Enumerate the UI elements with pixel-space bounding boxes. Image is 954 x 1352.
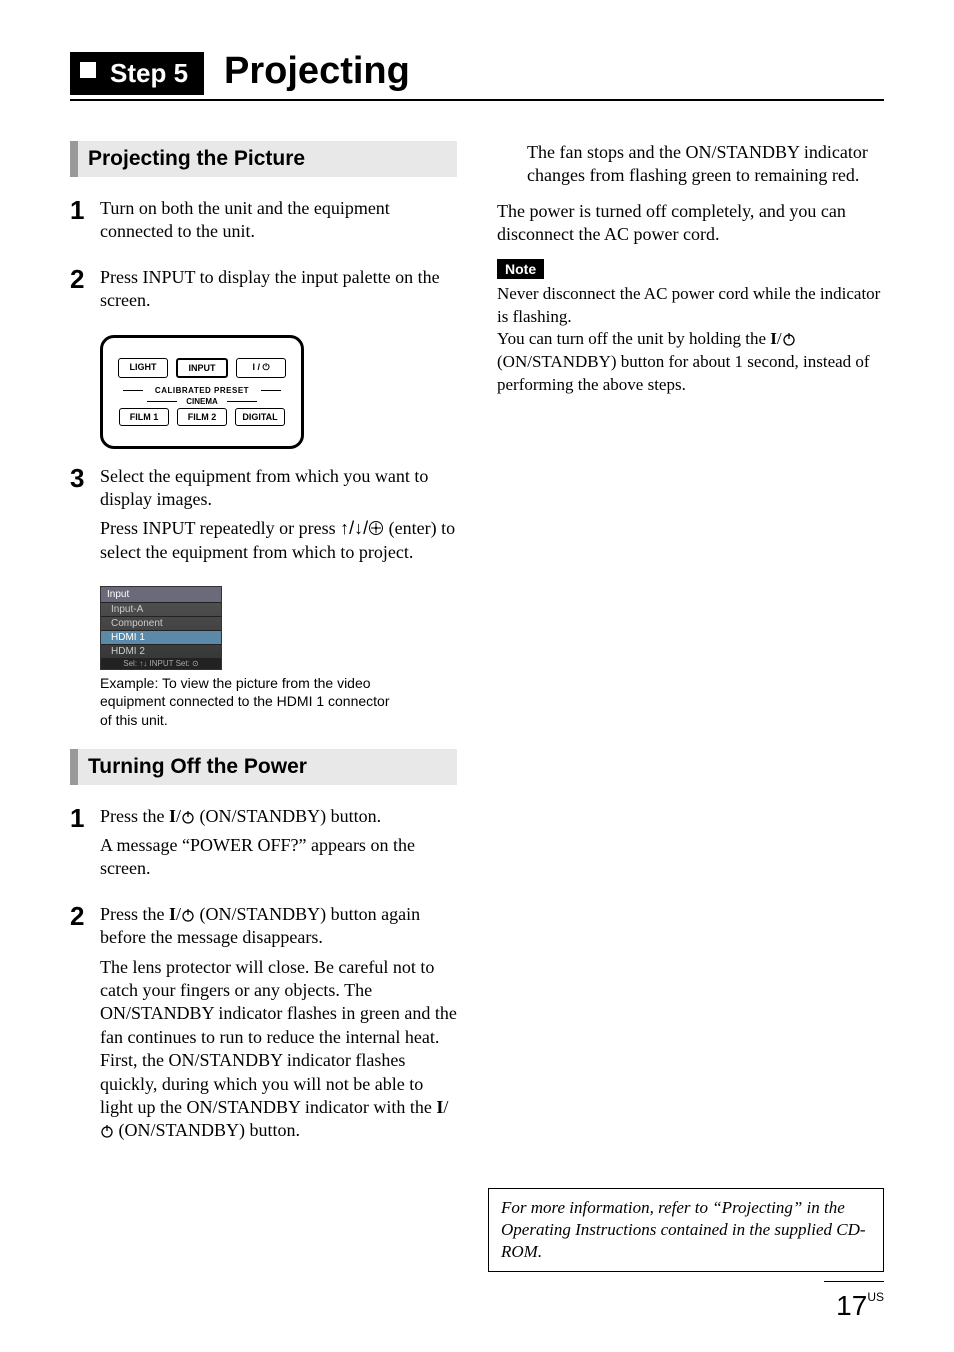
step-number: 1 — [70, 197, 100, 250]
text: The lens protector will close. Be carefu… — [100, 957, 457, 1117]
step-lead: Select the equipment from which you want… — [100, 465, 457, 512]
power-symbol: I/ — [169, 806, 195, 826]
step-body: Press INPUT to display the input palette… — [100, 266, 457, 319]
step-item: 2 Press INPUT to display the input palet… — [70, 266, 457, 319]
para: The power is turned off completely, and … — [497, 200, 884, 247]
continuation-para: The fan stops and the ON/STANDBY indicat… — [527, 141, 884, 188]
text: Press INPUT repeatedly or press — [100, 518, 340, 538]
right-column: The fan stops and the ON/STANDBY indicat… — [497, 141, 884, 1165]
standby-icon — [181, 908, 195, 922]
step-lead: Press the I/ (ON/STANDBY) button. — [100, 805, 457, 828]
step-number: 3 — [70, 465, 100, 571]
step-item: 1 Press the I/ (ON/STANDBY) button. A me… — [70, 805, 457, 887]
page-number: 17US — [836, 1290, 884, 1322]
remote-button-input: INPUT — [176, 358, 228, 378]
text: Press the — [100, 806, 169, 826]
remote-button-light: LIGHT — [118, 358, 168, 378]
text: (ON/STANDBY) button. — [114, 1120, 300, 1140]
step-item: 3 Select the equipment from which you wa… — [70, 465, 457, 571]
step-lead: Press INPUT to display the input palette… — [100, 266, 457, 313]
remote-button-digital: DIGITAL — [235, 408, 285, 426]
text: (ON/STANDBY) button. — [195, 806, 381, 826]
remote-diagram: LIGHT INPUT I / ⏻ CALIBRATED PRESET CINE… — [100, 335, 304, 449]
page: Step 5 Projecting Projecting the Picture… — [0, 0, 954, 1352]
text: You can turn off the unit by holding the — [497, 329, 770, 348]
input-menu-row: Input-A — [101, 602, 221, 616]
page-rule — [824, 1281, 884, 1282]
step-cont: A message “POWER OFF?” appears on the sc… — [100, 834, 457, 881]
input-menu-footer: Sel: ↑↓ INPUT Set: ⊙ — [101, 658, 221, 669]
cinema-label: CINEMA — [117, 397, 287, 406]
content-columns: Projecting the Picture 1 Turn on both th… — [70, 141, 884, 1165]
remote-button-film2: FILM 2 — [177, 408, 227, 426]
step-body: Select the equipment from which you want… — [100, 465, 457, 571]
remote-row: LIGHT INPUT I / ⏻ — [117, 358, 287, 378]
page-title: Projecting — [224, 50, 410, 95]
text: (ON/STANDBY) button for about 1 second, … — [497, 352, 870, 394]
preset-label: CALIBRATED PRESET — [117, 386, 287, 395]
remote-button-power: I / ⏻ — [236, 358, 286, 378]
step-lead: Press the I/ (ON/STANDBY) button again b… — [100, 903, 457, 950]
power-symbol: I/ — [770, 329, 795, 348]
step-cont: Press INPUT repeatedly or press ↑/↓/ (en… — [100, 517, 457, 564]
diagram-caption: Example: To view the picture from the vi… — [100, 674, 400, 729]
power-symbol: I/ — [169, 904, 195, 924]
step-header: Step 5 Projecting — [70, 50, 884, 101]
remote-row: FILM 1 FILM 2 DIGITAL — [117, 408, 287, 426]
page-number-suffix: US — [867, 1290, 884, 1304]
left-column: Projecting the Picture 1 Turn on both th… — [70, 141, 457, 1165]
input-menu-row: HDMI 2 — [101, 644, 221, 658]
input-menu-diagram: Input Input-A Component HDMI 1 HDMI 2 Se… — [100, 586, 222, 670]
step-cont: The lens protector will close. Be carefu… — [100, 956, 457, 1143]
text: Press the — [100, 904, 169, 924]
step-item: 2 Press the I/ (ON/STANDBY) button again… — [70, 903, 457, 1149]
info-box: For more information, refer to “Projecti… — [488, 1188, 884, 1272]
step-body: Turn on both the unit and the equipment … — [100, 197, 457, 250]
standby-icon — [181, 810, 195, 824]
input-menu-row: Component — [101, 616, 221, 630]
step-body: Press the I/ (ON/STANDBY) button again b… — [100, 903, 457, 1149]
page-number-main: 17 — [836, 1290, 867, 1321]
input-menu-row-selected: HDMI 1 — [101, 630, 221, 644]
step-lead: Turn on both the unit and the equipment … — [100, 197, 457, 244]
enter-icon — [368, 520, 384, 536]
arrow-up-down-icon: ↑/↓/ — [340, 518, 368, 538]
step-number: 2 — [70, 266, 100, 319]
step-number: 2 — [70, 903, 100, 1149]
step-tab: Step 5 — [70, 52, 204, 95]
input-menu-header: Input — [101, 587, 221, 602]
section-heading-turnoff: Turning Off the Power — [70, 749, 457, 785]
step-number: 1 — [70, 805, 100, 887]
step-item: 1 Turn on both the unit and the equipmen… — [70, 197, 457, 250]
remote-button-film1: FILM 1 — [119, 408, 169, 426]
note-text: Never disconnect the AC power cord while… — [497, 283, 884, 398]
text: Never disconnect the AC power cord while… — [497, 284, 880, 326]
note-label: Note — [497, 259, 544, 279]
step-body: Press the I/ (ON/STANDBY) button. A mess… — [100, 805, 457, 887]
standby-icon — [782, 332, 796, 346]
standby-icon — [100, 1124, 114, 1138]
section-heading-projecting: Projecting the Picture — [70, 141, 457, 177]
